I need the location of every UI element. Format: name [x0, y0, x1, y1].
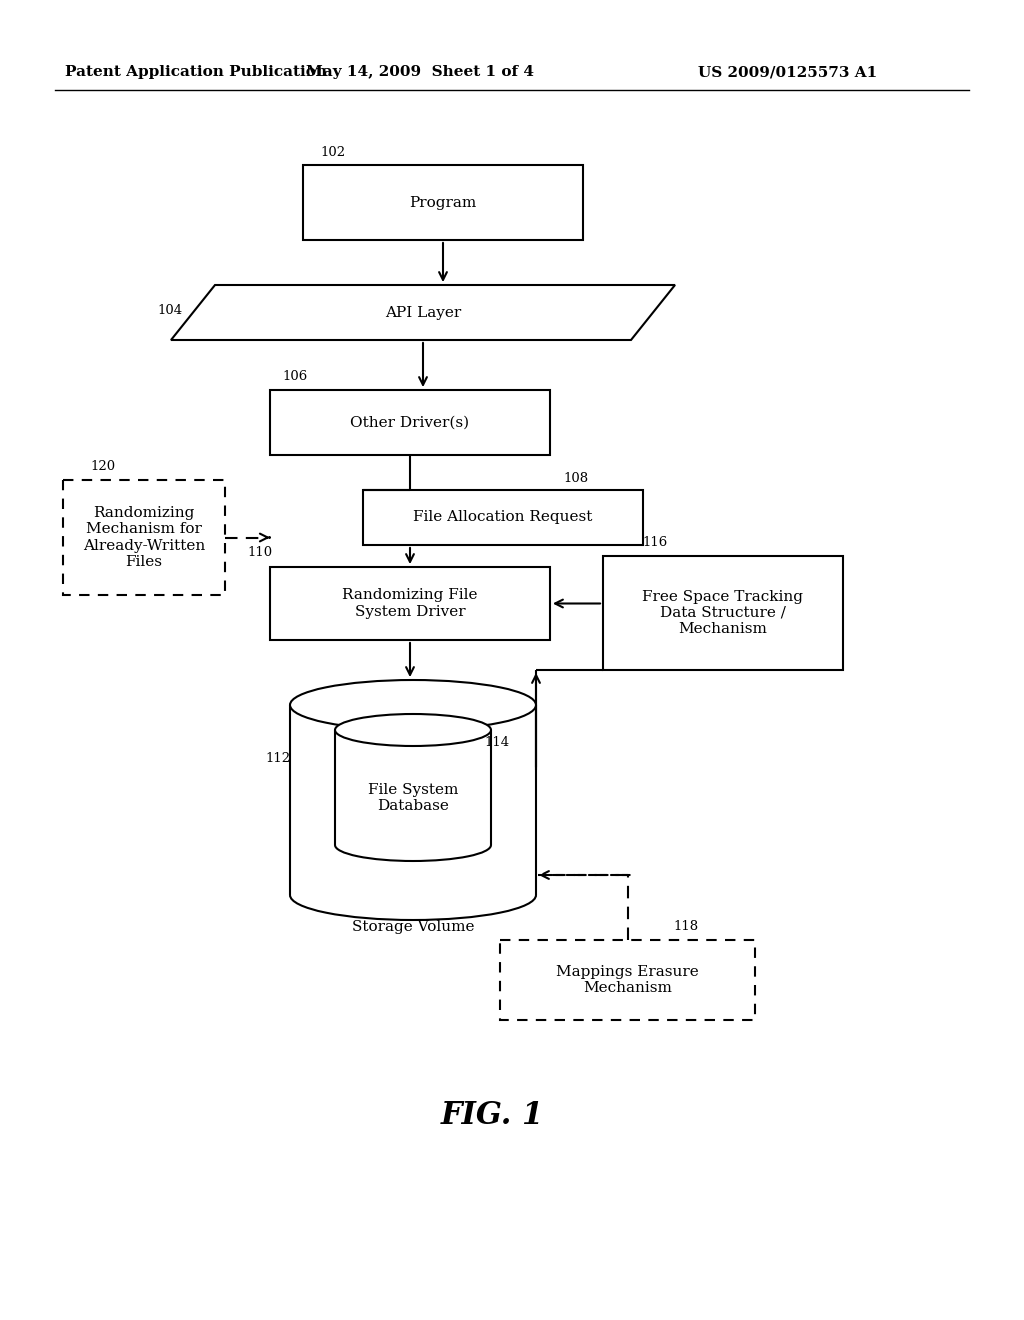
Text: FIG. 1: FIG. 1 [440, 1100, 544, 1130]
Bar [362, 490, 643, 545]
Text: 112: 112 [265, 751, 291, 764]
Text: US 2009/0125573 A1: US 2009/0125573 A1 [698, 65, 878, 79]
Text: 110: 110 [248, 546, 272, 560]
Text: 108: 108 [563, 471, 589, 484]
Text: Randomizing
Mechanism for
Already-Written
Files: Randomizing Mechanism for Already-Writte… [83, 506, 205, 569]
Text: May 14, 2009  Sheet 1 of 4: May 14, 2009 Sheet 1 of 4 [306, 65, 534, 79]
Text: 118: 118 [674, 920, 698, 932]
Text: Other Driver(s): Other Driver(s) [350, 416, 470, 429]
Text: 120: 120 [90, 459, 116, 473]
Text: 114: 114 [484, 735, 510, 748]
Text: 106: 106 [283, 371, 307, 384]
Text: File Allocation Request: File Allocation Request [414, 511, 593, 524]
Bar [603, 556, 843, 671]
Text: API Layer: API Layer [385, 305, 461, 319]
Text: Patent Application Publication: Patent Application Publication [65, 65, 327, 79]
Ellipse shape [335, 714, 490, 746]
Bar [270, 568, 550, 640]
Text: Free Space Tracking
Data Structure /
Mechanism: Free Space Tracking Data Structure / Mec… [642, 590, 804, 636]
Bar [500, 940, 755, 1020]
Bar [303, 165, 583, 240]
Text: Storage Volume: Storage Volume [352, 920, 474, 935]
Bar [270, 389, 550, 455]
Text: File System
Database: File System Database [368, 783, 458, 813]
Ellipse shape [290, 680, 536, 730]
Text: 102: 102 [321, 145, 345, 158]
Text: Randomizing File
System Driver: Randomizing File System Driver [342, 589, 478, 619]
Text: Program: Program [410, 195, 476, 210]
Text: 116: 116 [642, 536, 668, 549]
Text: 104: 104 [158, 304, 182, 317]
Bar [63, 480, 225, 595]
Text: Mappings Erasure
Mechanism: Mappings Erasure Mechanism [556, 965, 698, 995]
